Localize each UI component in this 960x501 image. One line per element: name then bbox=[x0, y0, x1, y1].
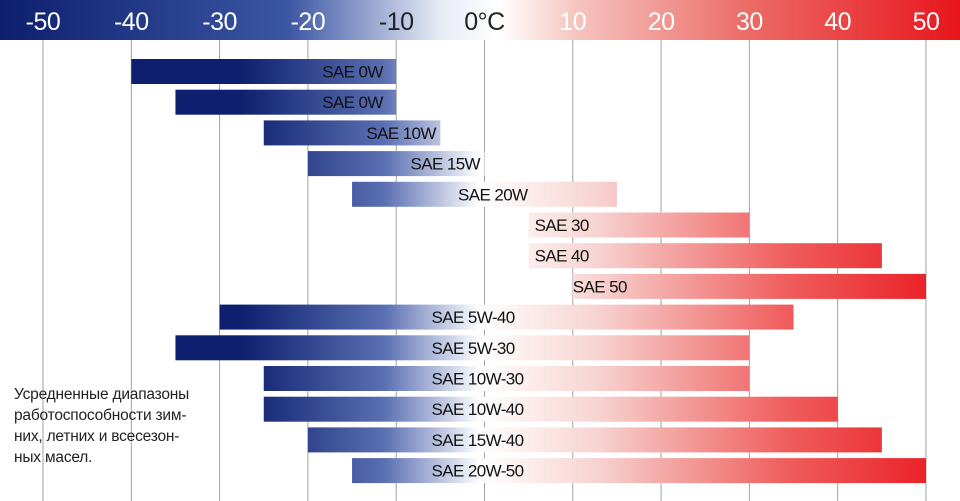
bar-label: SAE 0W bbox=[322, 63, 383, 82]
bar-label: SAE 0W bbox=[322, 93, 383, 112]
tick-labels: -50 -40 -30 -20 -10 0°C 10 20 30 40 50 bbox=[26, 8, 940, 36]
bars: SAE 0W SAE 0W SAE 10W SAE 15W SAE 20W SAE 30 S… bbox=[131, 59, 926, 484]
range-bar bbox=[263, 396, 838, 422]
tick-label: -10 bbox=[379, 8, 414, 36]
range-bar bbox=[175, 335, 750, 361]
bar-label: SAE 5W-30 bbox=[432, 339, 515, 358]
bar-label: SAE 30 bbox=[535, 216, 589, 235]
bar-label: SAE 5W-40 bbox=[432, 308, 515, 327]
range-bar bbox=[131, 59, 397, 84]
tick-label: -40 bbox=[114, 8, 149, 36]
range-bar bbox=[528, 212, 750, 238]
range-bar bbox=[175, 89, 397, 115]
range-bar bbox=[307, 427, 882, 453]
bar-label: SAE 15W bbox=[411, 155, 481, 174]
tick-label: 0°C bbox=[464, 8, 505, 36]
grid-lines bbox=[42, 40, 927, 501]
tick-label: 40 bbox=[824, 8, 851, 36]
temperature-scale-bar bbox=[0, 0, 960, 40]
bar-label: SAE 20W bbox=[458, 185, 528, 204]
tick-label: 30 bbox=[736, 8, 763, 36]
bar-label: SAE 20W-50 bbox=[432, 462, 524, 481]
tick-label: 10 bbox=[559, 8, 586, 36]
tick-label: -30 bbox=[202, 8, 237, 36]
chart-note: Усредненные диапазоны работоспособности … bbox=[14, 386, 190, 466]
tick-label: -50 bbox=[26, 8, 61, 36]
range-bar bbox=[307, 151, 485, 177]
tick-label: 20 bbox=[648, 8, 675, 36]
range-bar bbox=[352, 458, 926, 484]
bar-label: SAE 10W bbox=[366, 124, 436, 143]
bar-label: SAE 50 bbox=[573, 277, 627, 296]
bar-label: SAE 10W-30 bbox=[432, 370, 524, 389]
range-bar bbox=[263, 366, 750, 391]
range-bar bbox=[528, 243, 882, 269]
tick-label: -20 bbox=[291, 8, 326, 36]
range-bar bbox=[263, 120, 441, 146]
bar-label: SAE 15W-40 bbox=[432, 431, 524, 450]
bar-label: SAE 40 bbox=[535, 247, 589, 266]
range-bar bbox=[219, 304, 794, 330]
bar-label: SAE 10W-40 bbox=[432, 400, 524, 419]
range-bar bbox=[352, 181, 617, 207]
tick-label: 50 bbox=[913, 8, 940, 36]
range-bar bbox=[572, 273, 926, 299]
